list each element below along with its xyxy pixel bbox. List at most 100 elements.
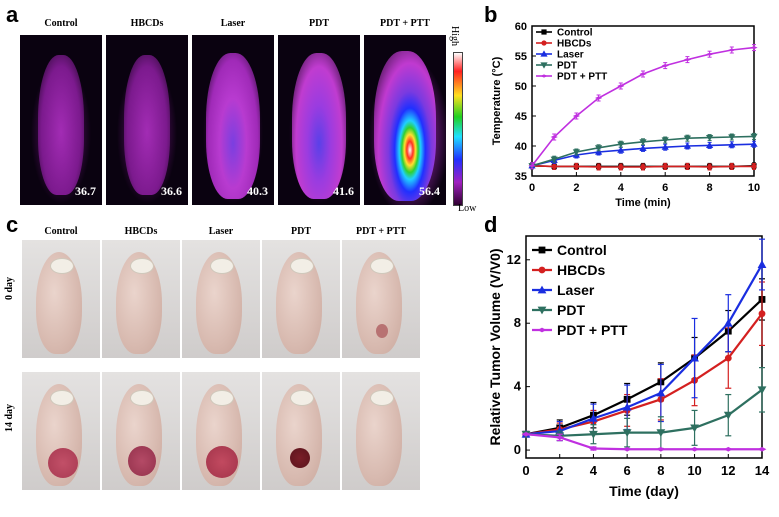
data-point <box>639 144 647 151</box>
data-point <box>622 429 632 438</box>
thermal-temp-control: 36.7 <box>75 184 96 198</box>
data-point <box>639 139 647 146</box>
legend-label: Control <box>557 242 607 258</box>
mouse-photo-pdt-ptt-day0 <box>342 240 420 358</box>
y-tick-label: 4 <box>514 379 522 394</box>
thermal-col-pdt-ptt: PDT + PTT <box>380 18 430 29</box>
data-point <box>572 149 580 156</box>
data-point <box>528 164 536 168</box>
legend-marker <box>540 74 548 78</box>
thermal-temp-hbcds: 36.6 <box>161 184 182 198</box>
mouse-photo-hbcds-day0 <box>102 240 180 358</box>
legend-label: PDT + PTT <box>557 72 607 83</box>
photo-col-laser: Laser <box>208 226 234 237</box>
x-tick-label: 8 <box>707 182 713 194</box>
data-point <box>728 48 736 52</box>
thermal-col-pdt: PDT <box>309 18 329 29</box>
x-tick-label: 10 <box>687 463 701 478</box>
legend-label: Laser <box>557 50 584 61</box>
thermal-image-hbcds: 36.6 <box>106 35 188 205</box>
thermal-col-hbcds: HBCDs <box>130 18 164 29</box>
mouse-photo-control-day14 <box>22 372 100 490</box>
data-point <box>723 446 733 452</box>
legend-marker <box>541 40 547 46</box>
data-point <box>573 163 579 169</box>
photo-row-day14: 14 day <box>4 403 15 432</box>
data-point <box>656 429 666 438</box>
temperature-color-scale <box>453 52 463 206</box>
x-tick-label: 10 <box>748 182 760 194</box>
mouse-photo-laser-day14 <box>182 372 260 490</box>
data-point <box>555 434 565 440</box>
photo-col-pdt-ptt: PDT + PTT <box>356 226 406 237</box>
data-point <box>639 72 647 76</box>
y-tick-label: 45 <box>515 111 527 123</box>
data-point <box>723 318 733 327</box>
data-point <box>550 156 558 163</box>
data-point <box>640 164 646 170</box>
data-point <box>757 386 767 395</box>
legend-marker <box>537 285 547 294</box>
x-tick-label: 0 <box>529 182 535 194</box>
y-axis-label: Temperature (°C) <box>491 56 503 145</box>
y-tick-label: 40 <box>515 141 527 153</box>
data-point <box>758 310 766 318</box>
data-point <box>683 142 691 149</box>
series-line <box>525 263 763 436</box>
data-point <box>661 137 669 144</box>
temperature-chart: 0 2 4 6 8 10 35 40 45 50 55 60 Time (min) Temperature… <box>491 21 760 209</box>
y-tick-label: 60 <box>515 21 527 33</box>
x-axis-label: Time (min) <box>615 197 671 209</box>
thermal-col-control: Control <box>44 18 78 29</box>
series-line <box>525 433 762 451</box>
data-point <box>750 46 758 50</box>
mouse-photo-control-day0 <box>22 240 100 358</box>
data-point <box>656 446 666 452</box>
y-tick-label: 50 <box>515 81 527 93</box>
data-point <box>750 133 758 140</box>
data-point <box>690 353 699 362</box>
x-tick-label: 12 <box>721 463 735 478</box>
data-point <box>618 164 624 170</box>
legend-label: HBCDs <box>557 262 605 278</box>
legend-marker <box>537 327 547 333</box>
data-point <box>572 114 580 118</box>
x-tick-label: 14 <box>755 463 770 478</box>
x-tick-label: 4 <box>618 182 625 194</box>
data-point <box>751 163 757 169</box>
data-point <box>706 135 714 142</box>
mouse-photo-pdt-ptt-day14 <box>342 372 420 490</box>
tumor-volume-chart: 0 2 4 6 8 10 12 14 0 4 8 12 Time (day) Relative Tumor… <box>487 235 770 499</box>
data-point <box>729 163 735 169</box>
data-point <box>706 141 714 148</box>
data-point <box>757 446 767 452</box>
y-tick-label: 55 <box>515 51 527 63</box>
y-tick-label: 8 <box>514 315 521 330</box>
thermal-col-laser: Laser <box>220 18 246 29</box>
data-point <box>622 402 632 411</box>
thermal-image-laser: 40.3 <box>192 35 274 205</box>
x-tick-label: 8 <box>657 463 664 478</box>
legend-marker <box>541 29 547 35</box>
x-tick-label: 2 <box>573 182 579 194</box>
data-point <box>683 135 691 142</box>
y-tick-label: 12 <box>507 252 521 267</box>
x-tick-label: 6 <box>624 463 631 478</box>
photo-row-day0: 0 day <box>4 276 15 300</box>
data-point <box>622 446 632 452</box>
x-tick-label: 2 <box>556 463 563 478</box>
legend-label: Laser <box>557 282 595 298</box>
thermal-temp-laser: 40.3 <box>247 184 268 198</box>
data-point <box>661 143 669 150</box>
y-axis-label: Relative Tumor Volume (V/V0) <box>487 248 503 445</box>
x-tick-label: 4 <box>590 463 598 478</box>
data-point <box>595 145 603 152</box>
legend-label: PDT <box>557 61 577 72</box>
thermal-image-pdt-ptt: 56.4 <box>364 35 446 205</box>
data-point <box>595 148 603 155</box>
data-point <box>550 135 558 139</box>
mouse-photo-hbcds-day14 <box>102 372 180 490</box>
data-point <box>690 446 699 452</box>
data-point <box>690 424 699 433</box>
data-point <box>589 430 598 439</box>
